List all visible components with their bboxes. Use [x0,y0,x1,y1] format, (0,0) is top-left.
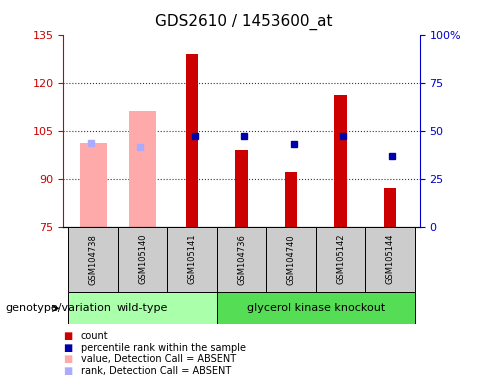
Bar [118,227,167,292]
Bar [68,227,118,292]
Text: value, Detection Call = ABSENT: value, Detection Call = ABSENT [81,354,236,364]
Text: rank, Detection Call = ABSENT: rank, Detection Call = ABSENT [81,366,231,376]
Text: ■: ■ [63,331,73,341]
Text: GSM105141: GSM105141 [187,234,197,285]
Bar [217,227,266,292]
Text: ■: ■ [63,366,73,376]
Bar [80,143,107,227]
Bar [186,54,198,227]
Bar [266,227,316,292]
Bar [68,292,217,324]
Bar [365,227,415,292]
Bar [129,111,156,227]
Text: wild-type: wild-type [117,303,168,313]
Text: GSM105140: GSM105140 [138,234,147,285]
Text: GSM104740: GSM104740 [286,234,296,285]
Text: genotype/variation: genotype/variation [5,303,111,313]
Text: percentile rank within the sample: percentile rank within the sample [81,343,245,353]
Bar [167,227,217,292]
Bar [285,172,297,227]
Bar [384,188,396,227]
Bar [235,150,248,227]
Bar [334,95,346,227]
Text: GSM105142: GSM105142 [336,234,345,285]
Text: GSM104736: GSM104736 [237,234,246,285]
Text: ■: ■ [63,343,73,353]
Text: GDS2610 / 1453600_at: GDS2610 / 1453600_at [155,13,333,30]
Text: ■: ■ [63,354,73,364]
Text: GSM104738: GSM104738 [89,234,98,285]
Bar [316,227,365,292]
Text: GSM105144: GSM105144 [386,234,394,285]
Bar [217,292,415,324]
Text: glycerol kinase knockout: glycerol kinase knockout [246,303,385,313]
Text: count: count [81,331,108,341]
